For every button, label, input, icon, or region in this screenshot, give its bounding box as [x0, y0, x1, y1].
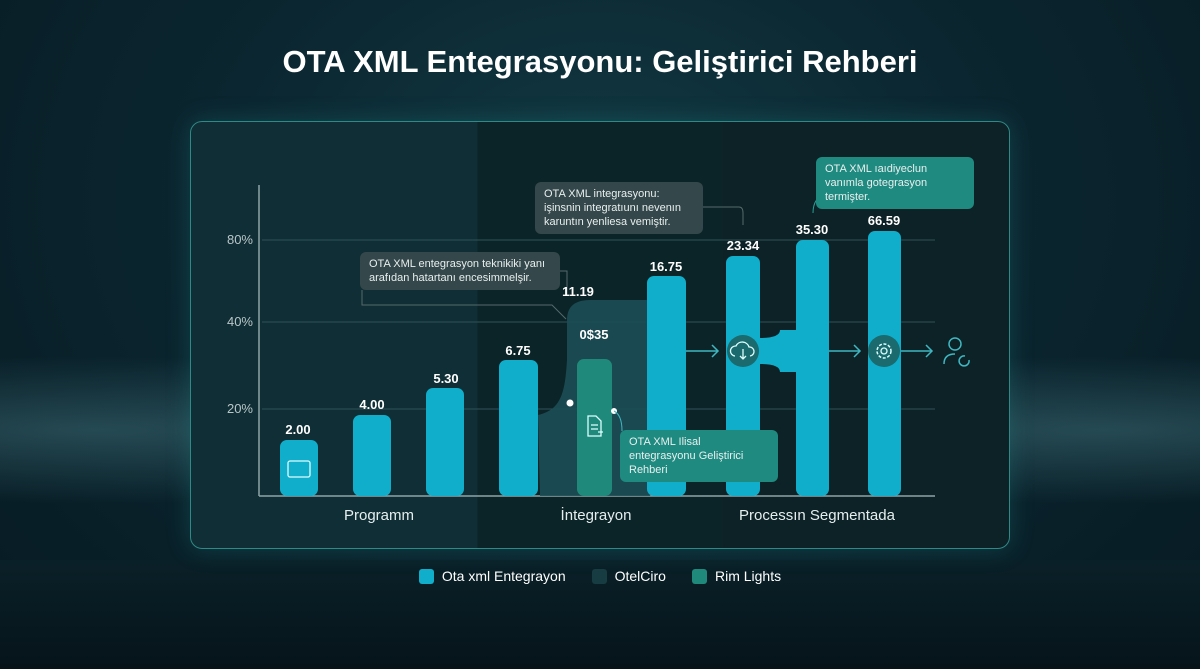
category-label: İntegrayon	[560, 507, 632, 524]
leader-line	[361, 290, 567, 320]
annotation-callout: OTA XML Ilisal entegrasyonu Geliştirici …	[620, 430, 778, 482]
bar-value-label: 0$35	[579, 327, 609, 342]
user-refresh-icon-body	[943, 353, 970, 367]
legend-item: Rim Lights	[691, 568, 782, 584]
gear-icon-center	[880, 347, 888, 355]
bar-value-label: 23.34	[726, 238, 760, 253]
annotation-callout: OTA XML integrasyonu: işinsnin integratı…	[535, 182, 703, 234]
y-tick-20: 20%	[226, 401, 253, 416]
bar	[280, 440, 318, 496]
user-refresh-icon	[948, 337, 962, 351]
legend-label: Ota xml Entegrayon	[441, 568, 566, 584]
annotation-callout: OTA XML ıaıdiyeclun vanımla gotegrasyon …	[816, 157, 974, 209]
cloud-download-icon	[729, 341, 755, 360]
bar-value-label: 16.75	[649, 259, 683, 274]
page-title: OTA XML Entegrasyonu: Geliştirici Rehber…	[282, 44, 918, 79]
bar	[353, 415, 391, 496]
legend-item: OtelCiro	[591, 568, 666, 584]
connector	[755, 338, 801, 364]
document-arrow-icon	[587, 415, 603, 437]
bar-value-label: 4.00	[359, 397, 385, 412]
bar-value-label: 35.30	[795, 222, 829, 237]
leader-line	[560, 270, 568, 295]
bar-value-label: 66.59	[867, 213, 901, 228]
legend-label: OtelCiro	[614, 568, 666, 584]
flow-arrow-head	[853, 344, 862, 358]
bar-value-label: 11.19	[562, 284, 594, 299]
legend-swatch	[418, 568, 434, 584]
card-icon	[287, 460, 311, 478]
legend-item: Ota xml Entegrayon	[418, 568, 566, 584]
legend-label: Rim Lights	[714, 568, 782, 584]
bar-value-label: 2.00	[285, 422, 311, 437]
bar	[499, 360, 538, 496]
legend-swatch	[691, 568, 707, 584]
bar-value-label: 5.30	[433, 371, 459, 386]
bar	[426, 388, 464, 496]
y-tick-40: 40%	[226, 314, 253, 329]
leader-line	[703, 206, 744, 225]
y-tick-80: 80%	[226, 232, 253, 247]
legend: Ota xml Entegrayon OtelCiro Rim Lights	[0, 568, 1200, 584]
category-label: Programm	[343, 507, 415, 524]
annotation-callout: OTA XML entegrasyon teknikiki yanı arafı…	[360, 252, 560, 290]
gear-icon	[876, 343, 892, 359]
category-label: Processın Segmentada	[739, 507, 895, 524]
bar-value-label: 6.75	[505, 343, 531, 358]
flow-arrow-head	[711, 344, 720, 358]
gear-icon-bg	[868, 335, 900, 367]
legend-swatch	[591, 568, 607, 584]
marker-dot	[566, 399, 574, 407]
flow-arrow-head	[925, 344, 934, 358]
bar	[577, 359, 612, 496]
bar	[796, 240, 829, 496]
leader-line	[613, 410, 623, 432]
